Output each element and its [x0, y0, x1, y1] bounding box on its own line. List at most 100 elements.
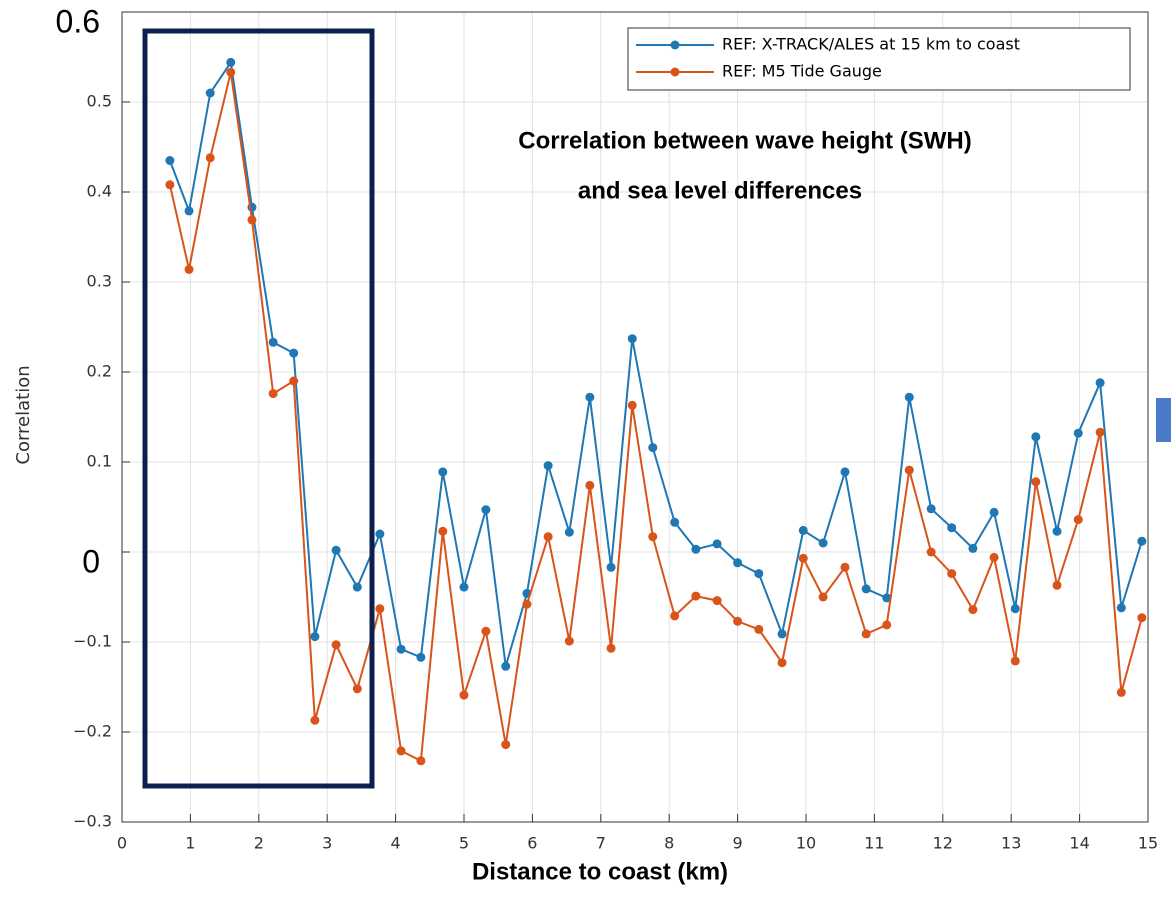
data-point	[777, 629, 787, 639]
x-tick-label: 12	[933, 834, 953, 853]
x-tick-label: 11	[864, 834, 884, 853]
data-point	[501, 740, 511, 750]
decoration	[1156, 398, 1171, 442]
data-point	[1031, 432, 1041, 442]
y-tick-label: −0.3	[73, 812, 112, 831]
data-point	[165, 180, 175, 190]
data-point	[268, 337, 278, 347]
data-point	[798, 553, 808, 563]
y-tick-label: 0.2	[87, 362, 112, 381]
data-point	[375, 604, 385, 614]
data-point	[947, 569, 957, 579]
data-point	[1052, 526, 1062, 536]
legend-marker	[670, 40, 680, 50]
data-point	[459, 690, 469, 700]
data-point	[585, 480, 595, 490]
data-point	[712, 539, 722, 549]
y-tick-label: 0.3	[87, 272, 112, 291]
x-tick-label: 10	[796, 834, 816, 853]
data-point	[904, 465, 914, 475]
data-point	[989, 507, 999, 517]
data-point	[564, 527, 574, 537]
data-point	[926, 547, 936, 557]
legend-label: REF: M5 Tide Gauge	[722, 62, 882, 81]
data-point	[501, 661, 511, 671]
data-point	[585, 392, 595, 402]
data-point	[310, 715, 320, 725]
data-point	[754, 569, 764, 579]
data-point	[926, 504, 936, 514]
x-tick-label: 3	[322, 834, 332, 853]
y-tick-label: −0.2	[73, 722, 112, 741]
x-tick-label: 9	[733, 834, 743, 853]
data-point	[754, 624, 764, 634]
data-point	[818, 592, 828, 602]
data-point	[947, 523, 957, 533]
data-point	[416, 756, 426, 766]
annotation: and sea level differences	[578, 177, 862, 204]
data-point	[968, 605, 978, 615]
data-point	[352, 582, 362, 592]
data-point	[352, 684, 362, 694]
y-tick-label: 0.5	[87, 92, 112, 111]
x-tick-label: 8	[664, 834, 674, 853]
data-point	[564, 636, 574, 646]
data-point	[310, 632, 320, 642]
data-point	[289, 348, 299, 358]
data-point	[733, 616, 743, 626]
series-line	[168, 72, 1143, 763]
x-tick-label: 0	[117, 834, 127, 853]
data-point	[1137, 536, 1147, 546]
y-tick-label: 0.6	[56, 3, 100, 39]
data-point	[184, 264, 194, 274]
x-axis-label: Distance to coast (km)	[472, 858, 728, 885]
data-point	[289, 376, 299, 386]
data-point	[1095, 427, 1105, 437]
data-point	[543, 461, 553, 471]
plot-frame	[121, 11, 1149, 823]
x-tick-label: 7	[596, 834, 606, 853]
data-point	[733, 558, 743, 568]
x-tick-label: 15	[1138, 834, 1158, 853]
legend-marker	[670, 67, 680, 77]
y-tick-label: 0	[82, 543, 100, 579]
data-point	[989, 552, 999, 562]
data-point	[840, 467, 850, 477]
data-point	[882, 620, 892, 630]
data-point	[670, 611, 680, 621]
data-point	[331, 640, 341, 650]
data-point	[1010, 656, 1020, 666]
data-point	[627, 400, 637, 410]
data-point	[882, 593, 892, 603]
data-point	[670, 517, 680, 527]
data-point	[184, 206, 194, 216]
data-point	[226, 67, 236, 77]
y-axis-label: Correlation	[13, 365, 34, 464]
data-point	[247, 215, 257, 225]
x-tick-label: 13	[1001, 834, 1021, 853]
data-point	[798, 525, 808, 535]
data-point	[522, 599, 532, 609]
data-point	[165, 156, 175, 165]
data-point	[331, 545, 341, 555]
data-point	[459, 582, 469, 592]
data-point	[648, 532, 658, 542]
data-point	[1052, 580, 1062, 590]
data-point	[606, 562, 616, 572]
data-point	[1073, 428, 1083, 438]
data-point	[1137, 613, 1147, 623]
x-tick-label: 14	[1069, 834, 1089, 853]
data-point	[396, 644, 406, 654]
data-point	[968, 543, 978, 553]
data-point	[205, 88, 215, 98]
x-tick-label: 4	[391, 834, 401, 853]
legend-box	[627, 27, 1131, 91]
data-point	[648, 443, 658, 453]
y-tick-label: −0.1	[73, 632, 112, 651]
legend-label: REF: X-TRACK/ALES at 15 km to coast	[722, 35, 1020, 54]
data-point	[205, 153, 215, 163]
data-point	[375, 529, 385, 539]
data-point	[226, 57, 236, 67]
data-point	[438, 526, 448, 536]
data-point	[1031, 477, 1041, 487]
